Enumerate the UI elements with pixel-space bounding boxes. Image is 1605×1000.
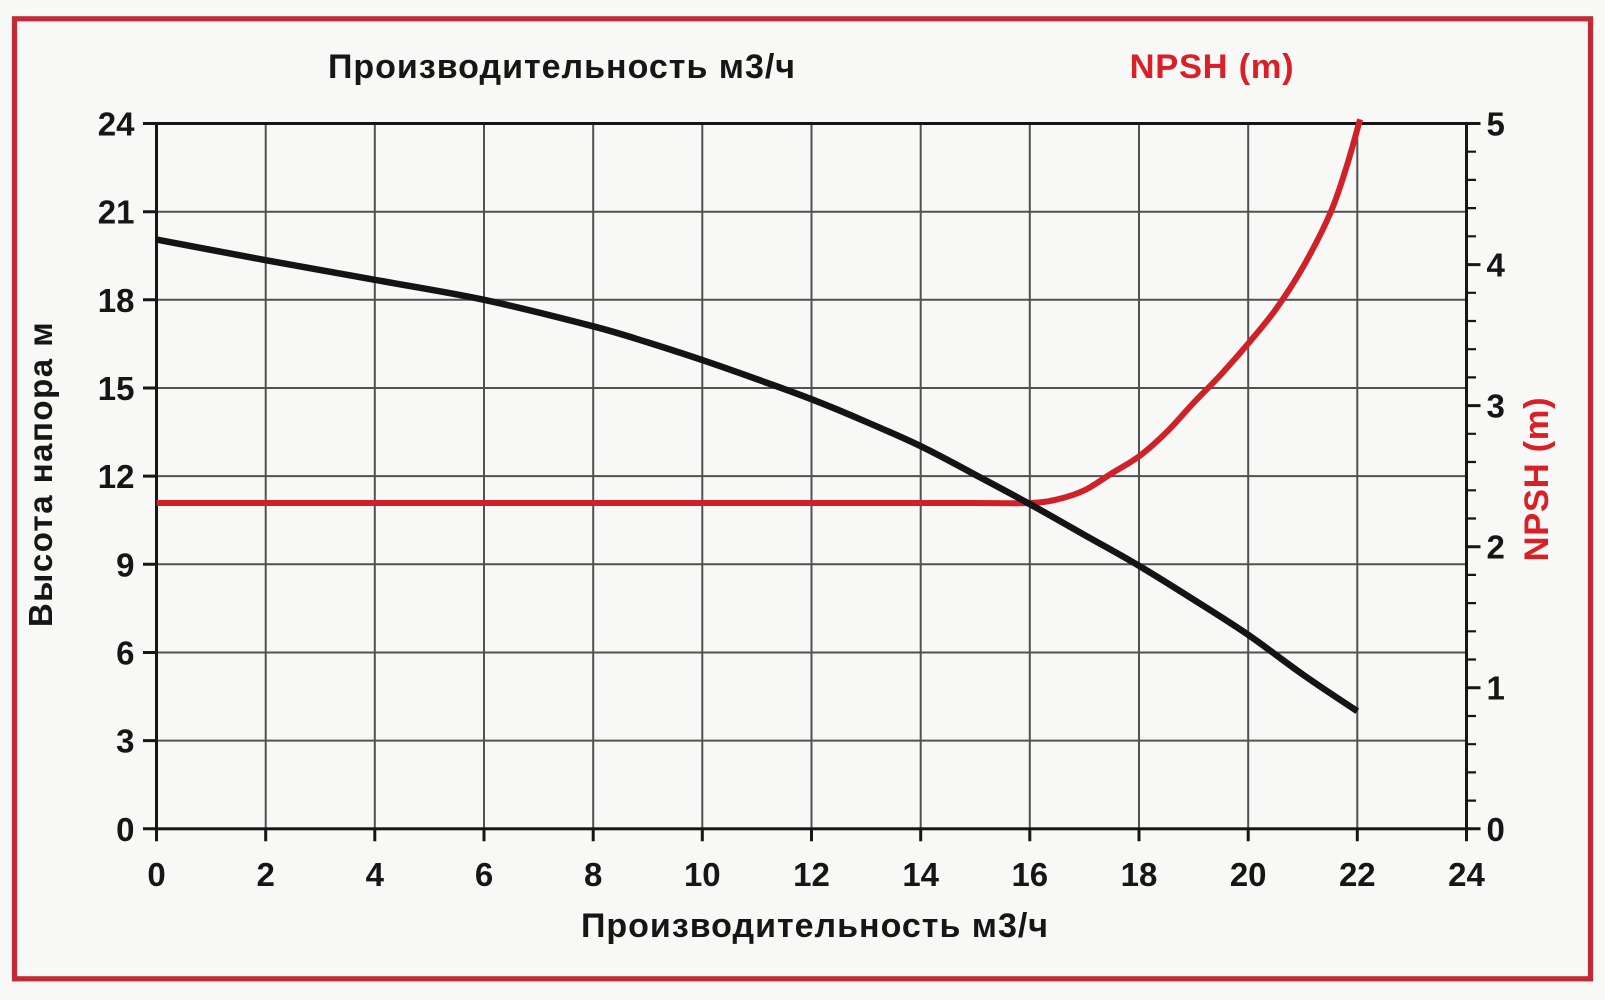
svg-text:2: 2 [257, 856, 275, 893]
svg-text:0: 0 [147, 856, 165, 893]
svg-text:21: 21 [98, 194, 135, 231]
svg-text:12: 12 [793, 856, 830, 893]
svg-text:18: 18 [98, 282, 135, 319]
svg-text:6: 6 [116, 635, 134, 672]
svg-text:15: 15 [98, 370, 135, 407]
svg-text:4: 4 [1487, 247, 1506, 284]
svg-text:24: 24 [98, 106, 135, 143]
svg-text:16: 16 [1011, 856, 1048, 893]
svg-text:NPSH (m): NPSH (m) [1130, 48, 1295, 86]
svg-text:9: 9 [116, 546, 134, 583]
svg-text:0: 0 [116, 811, 134, 848]
svg-text:6: 6 [475, 856, 493, 893]
svg-text:Производительность м3/ч: Производительность м3/ч [328, 48, 796, 86]
svg-text:3: 3 [1487, 388, 1505, 425]
svg-text:8: 8 [584, 856, 602, 893]
svg-text:1: 1 [1487, 670, 1505, 707]
svg-text:14: 14 [902, 856, 939, 893]
svg-text:0: 0 [1487, 811, 1505, 848]
svg-text:20: 20 [1230, 856, 1267, 893]
svg-text:10: 10 [684, 856, 721, 893]
svg-text:24: 24 [1448, 856, 1485, 893]
svg-text:3: 3 [116, 723, 134, 760]
svg-text:4: 4 [366, 856, 385, 893]
svg-text:22: 22 [1339, 856, 1376, 893]
svg-text:2: 2 [1487, 529, 1505, 566]
svg-text:12: 12 [98, 458, 135, 495]
svg-text:NPSH (m): NPSH (m) [1518, 397, 1556, 562]
svg-text:Производительность м3/ч: Производительность м3/ч [581, 907, 1049, 945]
svg-text:Высота напора м: Высота напора м [22, 321, 59, 627]
svg-text:5: 5 [1487, 106, 1505, 143]
svg-text:18: 18 [1121, 856, 1158, 893]
